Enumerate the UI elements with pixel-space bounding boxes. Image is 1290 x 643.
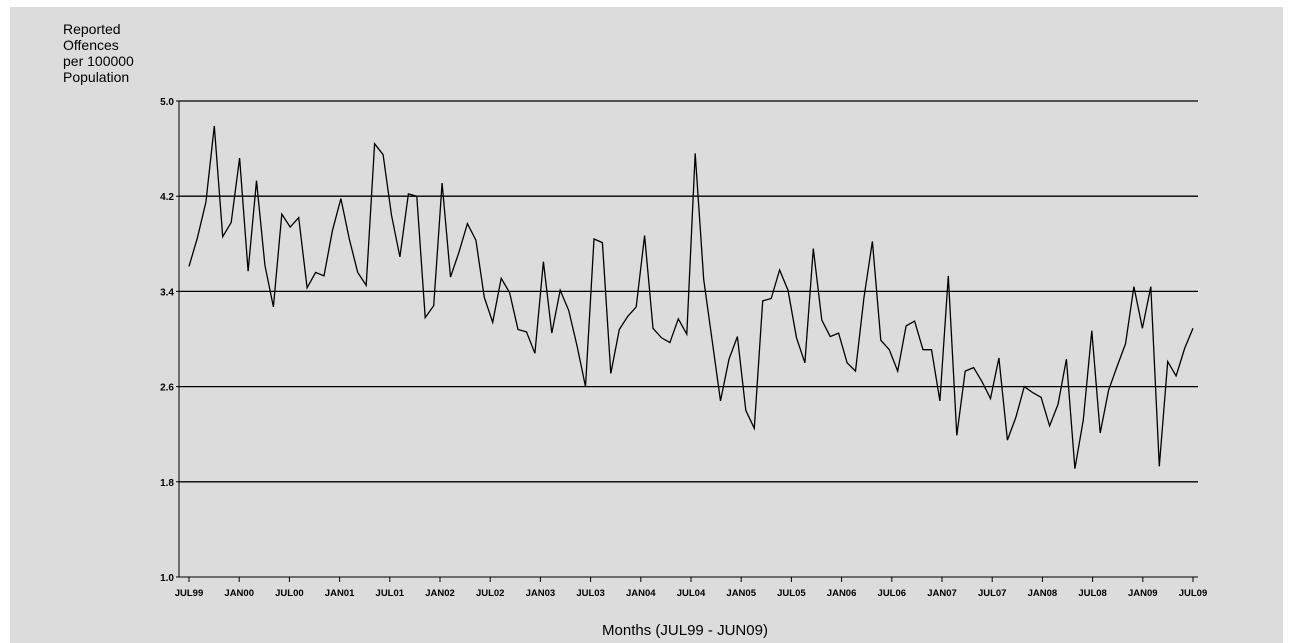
line-chart: Reported Offences per 100000 Population … <box>63 21 1208 639</box>
x-tick-label: JAN02 <box>425 588 455 599</box>
y-tick-label: 5.0 <box>160 97 174 108</box>
x-tick-labels: JUL99 JAN00 JUL00 JAN01 JUL01 JAN02 JUL02 JAN03… <box>175 577 1208 599</box>
y-axis-label-line: per 100000 <box>63 53 134 69</box>
y-tick-label: 2.6 <box>160 383 174 394</box>
x-axis-label: Months (JUL99 - JUN09) <box>602 622 768 639</box>
x-tick-label: JUL05 <box>777 588 806 599</box>
y-axis-label: Reported Offences per 100000 Population <box>63 21 134 85</box>
x-tick-label: JAN01 <box>325 588 355 599</box>
x-tick-label: JAN05 <box>726 588 756 599</box>
series-group <box>188 125 1194 469</box>
x-tick-label: JUL99 <box>175 588 204 599</box>
y-tick-label: 3.4 <box>160 287 174 298</box>
x-tick-label: JAN09 <box>1128 588 1158 599</box>
x-tick-label: JUL09 <box>1179 588 1208 599</box>
y-tick-label: 1.0 <box>160 573 174 584</box>
x-tick-label: JUL08 <box>1078 588 1107 599</box>
y-tick-label: 1.8 <box>160 478 174 489</box>
x-tick-label: JUL02 <box>476 588 505 599</box>
y-axis-label-line: Population <box>63 69 129 85</box>
x-tick-label: JUL01 <box>376 588 405 599</box>
x-tick-label: JUL04 <box>677 588 706 599</box>
series-line <box>188 125 1194 469</box>
x-tick-label: JAN03 <box>526 588 556 599</box>
x-tick-label: JUL00 <box>275 588 304 599</box>
y-tick-labels: 1.0 1.8 2.6 3.4 4.2 5.0 <box>160 97 179 584</box>
axes <box>178 101 1198 578</box>
y-tick-label: 4.2 <box>160 192 174 203</box>
x-tick-label: JUL06 <box>878 588 907 599</box>
x-tick-label: JAN04 <box>626 588 656 599</box>
x-tick-label: JAN07 <box>927 588 957 599</box>
x-tick-label: JUL07 <box>978 588 1007 599</box>
x-tick-label: JAN08 <box>1028 588 1058 599</box>
y-axis-label-line: Reported <box>63 21 121 37</box>
x-tick-label: JAN06 <box>827 588 857 599</box>
x-tick-label: JUL03 <box>576 588 605 599</box>
chart-panel: Reported Offences per 100000 Population … <box>10 7 1283 643</box>
y-axis-label-line: Offences <box>63 37 119 53</box>
x-tick-label: JAN00 <box>224 588 254 599</box>
